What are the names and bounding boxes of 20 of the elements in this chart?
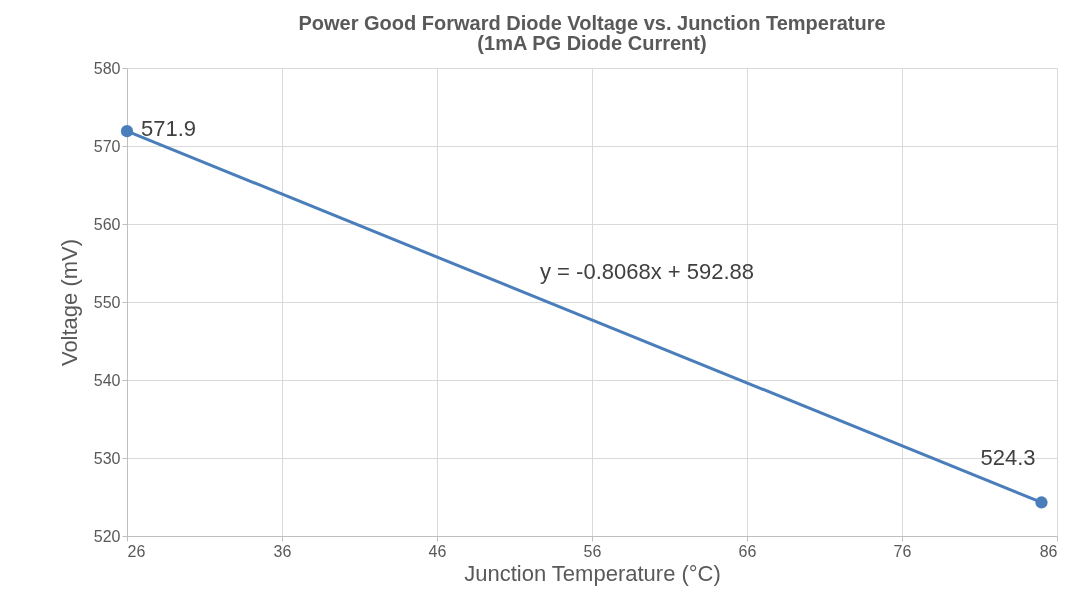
x-tick-label: 76 (893, 542, 912, 560)
y-tick-label: 520 (93, 527, 121, 545)
x-tick-label: 46 (428, 542, 447, 560)
y-tick-label: 570 (93, 137, 121, 155)
x-tick-label: 86 (1039, 542, 1058, 560)
y-tick-label: 580 (93, 59, 121, 77)
y-tick-label: 540 (93, 371, 121, 389)
x-tick-label: 56 (583, 542, 602, 560)
data-label: 571.9 (141, 116, 197, 142)
x-axis-title: Junction Temperature (°C) (464, 560, 721, 586)
y-tick-label: 530 (93, 449, 121, 467)
y-tick-label: 560 (93, 215, 121, 233)
x-tick-label: 26 (127, 542, 146, 560)
y-tick-label: 550 (93, 293, 121, 311)
annotation: y = -0.8068x + 592.88 (540, 259, 755, 284)
data-label: 524.3 (980, 445, 1036, 471)
x-tick-label: 36 (273, 542, 292, 560)
x-tick-label: 66 (738, 542, 757, 560)
y-axis-title: Voltage (mV) (56, 238, 82, 367)
chart-title: Power Good Forward Diode Voltage vs. Junction Temperature (298, 12, 886, 34)
